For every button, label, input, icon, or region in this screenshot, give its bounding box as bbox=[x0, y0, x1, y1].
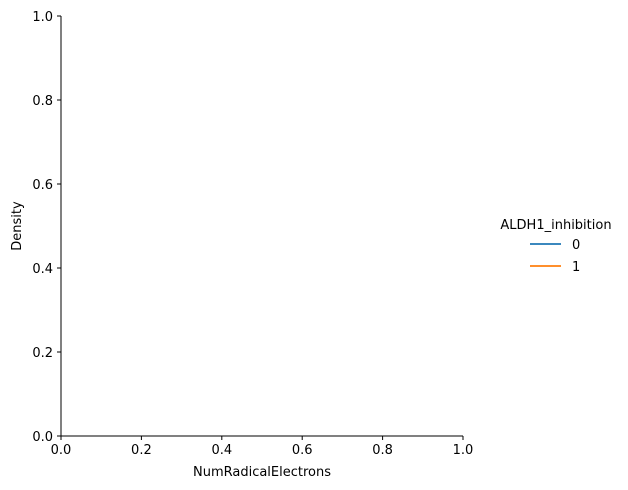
legend: ALDH1_inhibition 01 bbox=[500, 218, 611, 275]
y-axis-label: Density bbox=[10, 201, 25, 251]
y-tick-label: 0.0 bbox=[32, 430, 53, 445]
x-tick-label: 0.8 bbox=[372, 443, 393, 458]
x-axis-ticks: 0.0 0.2 0.4 0.6 0.8 1.0 bbox=[51, 436, 474, 458]
y-tick-label: 0.2 bbox=[32, 346, 53, 361]
legend-label-0: 0 bbox=[572, 238, 580, 253]
y-tick-label: 0.8 bbox=[32, 94, 53, 109]
legend-title: ALDH1_inhibition bbox=[500, 218, 611, 233]
legend-label-1: 1 bbox=[572, 260, 580, 275]
y-tick-label: 0.4 bbox=[32, 262, 53, 277]
plot-area: 0.0 0.2 0.4 0.6 0.8 1.0 0.0 0.2 0.4 0.6 0.8 1.0 bbox=[32, 10, 473, 458]
y-axis-ticks: 0.0 0.2 0.4 0.6 0.8 1.0 bbox=[32, 10, 61, 445]
x-tick-label: 0.6 bbox=[292, 443, 313, 458]
legend-entries: 01 bbox=[530, 238, 580, 275]
x-axis-label: NumRadicalElectrons bbox=[193, 465, 331, 480]
x-tick-label: 0.0 bbox=[51, 443, 72, 458]
y-tick-label: 0.6 bbox=[32, 178, 53, 193]
y-tick-label: 1.0 bbox=[32, 10, 53, 25]
x-tick-label: 0.4 bbox=[211, 443, 232, 458]
x-tick-label: 1.0 bbox=[453, 443, 474, 458]
x-tick-label: 0.2 bbox=[131, 443, 152, 458]
